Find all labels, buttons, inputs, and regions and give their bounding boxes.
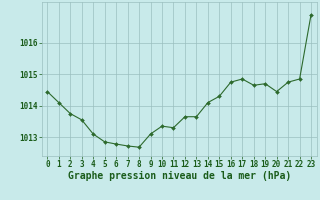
- X-axis label: Graphe pression niveau de la mer (hPa): Graphe pression niveau de la mer (hPa): [68, 171, 291, 181]
